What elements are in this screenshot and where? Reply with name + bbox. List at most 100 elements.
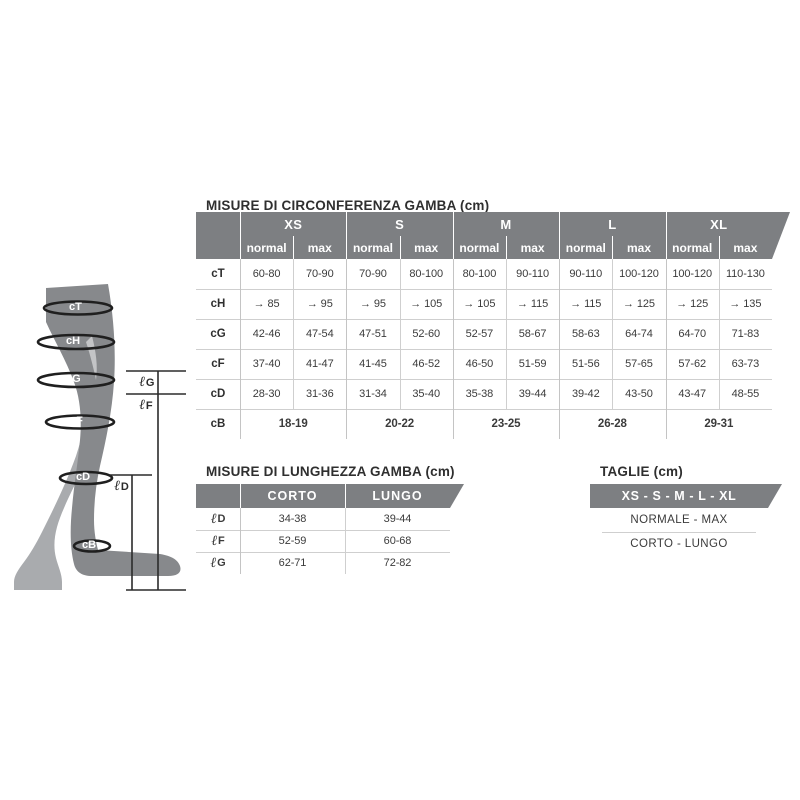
table-cell: → 85 bbox=[253, 298, 280, 310]
table-cell: 37-40 bbox=[252, 358, 281, 370]
sizes-panel: XS - S - M - L - XL NORMALE - MAX CORTO - … bbox=[590, 484, 782, 556]
table-cell: 57-65 bbox=[625, 358, 653, 370]
table-cell: 35-38 bbox=[465, 388, 494, 400]
table-cell: → 95 bbox=[360, 298, 386, 310]
row-divider bbox=[196, 409, 772, 410]
table-cell: 71-83 bbox=[731, 328, 760, 340]
table-cell: → 115 bbox=[517, 298, 549, 310]
circumference-table: XS S M L XL normal max normal max normal max normal… bbox=[196, 212, 790, 439]
table-cell: 39-44 bbox=[518, 388, 547, 400]
subheader-max-s: max bbox=[414, 240, 439, 255]
header-group-separator bbox=[240, 212, 241, 259]
header-separator bbox=[240, 484, 241, 508]
table-cell: 18-19 bbox=[278, 418, 308, 430]
column-divider bbox=[240, 508, 241, 574]
table-cell: 31-34 bbox=[359, 388, 387, 400]
table-cell: → 125 bbox=[623, 298, 655, 310]
sizes-header-label: XS - S - M - L - XL bbox=[621, 489, 737, 503]
table-cell: 110-130 bbox=[725, 268, 765, 280]
table-cell: 58-67 bbox=[518, 328, 547, 340]
table-cell: 60-80 bbox=[252, 268, 281, 280]
column-divider bbox=[345, 508, 346, 574]
subheader-normal-xs: normal bbox=[246, 240, 287, 255]
subheader-normal-s: normal bbox=[352, 240, 393, 255]
size-header-l: L bbox=[608, 216, 617, 232]
table-cell: 23-25 bbox=[491, 418, 521, 430]
subheader-normal-m: normal bbox=[459, 240, 500, 255]
subcolumn-divider bbox=[718, 259, 720, 409]
table-cell: 72-82 bbox=[383, 557, 412, 569]
subheader-max-xs: max bbox=[307, 240, 332, 255]
band-label-cF: cF bbox=[70, 415, 83, 427]
table-cell: 52-59 bbox=[278, 535, 307, 547]
table-cell: 63-73 bbox=[731, 358, 760, 370]
table-cell: → 135 bbox=[729, 298, 762, 310]
sizes-panel-divider bbox=[602, 532, 756, 533]
ruler-label-lG-sub: G bbox=[145, 377, 155, 389]
row-divider bbox=[196, 530, 450, 531]
table-cell: → 105 bbox=[410, 298, 443, 310]
length-row-label-sub: D bbox=[217, 513, 226, 525]
table-cell: 62-71 bbox=[278, 557, 307, 569]
row-label-cg: cG bbox=[210, 328, 226, 340]
table-cell: 64-74 bbox=[625, 328, 653, 340]
length-table: CORTO LUNGO ℓ D 34-38 39-44 ℓ F 52-59 60-68 ℓ G 62-7… bbox=[196, 484, 464, 574]
band-cT bbox=[42, 300, 114, 316]
row-divider bbox=[196, 379, 772, 380]
table-cell: 29-31 bbox=[704, 418, 734, 430]
table-cell: 39-44 bbox=[383, 513, 412, 525]
table-cell: 34-38 bbox=[278, 513, 307, 525]
length-row-label-sub: G bbox=[217, 557, 226, 569]
table-cell: → 95 bbox=[306, 298, 333, 310]
subcolumn-divider bbox=[506, 259, 507, 409]
length-row-label-sub: F bbox=[218, 535, 225, 547]
table-cell: → 105 bbox=[463, 298, 496, 310]
band-cD bbox=[58, 470, 114, 486]
column-divider bbox=[240, 259, 241, 439]
table-cell: 58-63 bbox=[571, 328, 600, 340]
table-cell: 57-62 bbox=[678, 358, 706, 370]
table-cell: 52-60 bbox=[412, 328, 440, 340]
band-label-cH: cH bbox=[66, 335, 81, 347]
table-cell: 35-40 bbox=[412, 388, 440, 400]
row-divider bbox=[196, 289, 772, 290]
sizes-panel-title: TAGLIE (cm) bbox=[600, 464, 683, 479]
table-cell: 70-90 bbox=[359, 268, 387, 280]
table-cell: 43-47 bbox=[678, 388, 706, 400]
band-label-cD: cD bbox=[76, 471, 91, 483]
table-cell: 41-45 bbox=[359, 358, 387, 370]
table-cell: 46-52 bbox=[412, 358, 440, 370]
row-label-ch: cH bbox=[210, 298, 226, 310]
table-cell: 48-55 bbox=[731, 388, 760, 400]
sizes-header-bar bbox=[590, 484, 782, 508]
table-cell: 20-22 bbox=[385, 418, 415, 430]
row-label-cf: cF bbox=[211, 358, 225, 370]
band-label-cT: cT bbox=[69, 301, 82, 313]
table-cell: 90-110 bbox=[516, 268, 550, 280]
subheader-max-l: max bbox=[626, 240, 651, 255]
band-cF bbox=[44, 414, 116, 430]
table-cell: 52-57 bbox=[465, 328, 494, 340]
table-cell: 26-28 bbox=[597, 418, 627, 430]
band-label-cB: cB bbox=[82, 539, 97, 551]
ruler-label-lD-sub: D bbox=[120, 481, 129, 493]
script-l-glyph: ℓ bbox=[210, 554, 217, 571]
table-cell: 42-46 bbox=[252, 328, 281, 340]
script-l-glyph: ℓ bbox=[139, 374, 145, 390]
table-cell: 64-70 bbox=[678, 328, 706, 340]
subcolumn-divider bbox=[293, 259, 295, 409]
ruler-label-lF: ℓF bbox=[139, 396, 153, 414]
table-cell: 28-30 bbox=[252, 388, 281, 400]
table-cell: 51-56 bbox=[571, 358, 600, 370]
circumference-table-title: MISURE DI CIRCONFERENZA GAMBA (cm) bbox=[206, 198, 490, 213]
table-cell: 100-120 bbox=[619, 268, 659, 280]
subcolumn-divider bbox=[612, 259, 614, 409]
row-label-cd: cD bbox=[210, 388, 226, 400]
row-divider bbox=[196, 319, 772, 320]
ruler-label-lD: ℓD bbox=[114, 477, 129, 495]
band-cG bbox=[36, 371, 116, 389]
table-cell: 90-110 bbox=[569, 268, 603, 280]
